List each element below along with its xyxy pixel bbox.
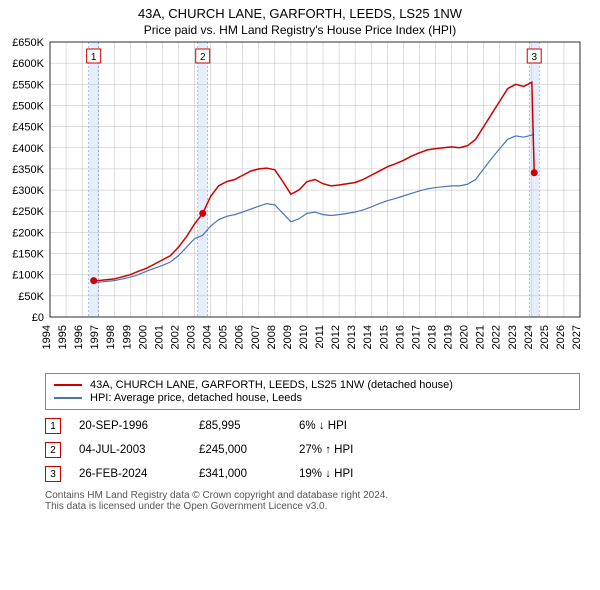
legend: 43A, CHURCH LANE, GARFORTH, LEEDS, LS25 … [45, 373, 580, 410]
footer-attribution: Contains HM Land Registry data © Crown c… [45, 490, 580, 512]
svg-text:£0: £0 [32, 312, 44, 324]
event-date: 20-SEP-1996 [79, 420, 199, 432]
price-chart: £0 £50K £100K £150K £200K £250K £300K £350K £400… [0, 37, 600, 367]
svg-text:2007: 2007 [250, 325, 262, 349]
svg-text:2003: 2003 [186, 325, 198, 349]
event-row: 3 26-FEB-2024£341,00019% ↓ HPI [45, 466, 580, 482]
svg-text:2011: 2011 [314, 325, 326, 349]
event-marker-box: 1 [45, 418, 61, 434]
svg-text:2023: 2023 [507, 325, 519, 349]
legend-label: HPI: Average price, detached house, Leed… [90, 392, 302, 404]
svg-text:2024: 2024 [523, 325, 535, 349]
title-line-2: Price paid vs. HM Land Registry's House … [0, 23, 600, 37]
svg-text:2015: 2015 [378, 325, 390, 349]
svg-text:2019: 2019 [443, 325, 455, 349]
legend-label: 43A, CHURCH LANE, GARFORTH, LEEDS, LS25 … [90, 379, 453, 391]
event-pct: 27% ↑ HPI [299, 444, 389, 456]
event-row: 2 04-JUL-2003£245,00027% ↑ HPI [45, 442, 580, 458]
svg-text:2020: 2020 [459, 325, 471, 349]
svg-text:2025: 2025 [539, 325, 551, 349]
footer-line-2: This data is licensed under the Open Gov… [45, 501, 580, 512]
svg-text:1995: 1995 [57, 325, 69, 349]
event-date: 26-FEB-2024 [79, 468, 199, 480]
svg-text:£150K: £150K [12, 249, 44, 261]
svg-text:1998: 1998 [105, 325, 117, 349]
svg-text:£200K: £200K [12, 227, 44, 239]
svg-text:£50K: £50K [18, 291, 44, 303]
svg-text:2027: 2027 [571, 325, 583, 349]
event-price: £245,000 [199, 444, 299, 456]
event-price: £341,000 [199, 468, 299, 480]
legend-swatch [54, 397, 82, 399]
legend-row: 43A, CHURCH LANE, GARFORTH, LEEDS, LS25 … [54, 379, 571, 391]
event-date: 04-JUL-2003 [79, 444, 199, 456]
svg-text:1994: 1994 [41, 325, 53, 349]
svg-text:£250K: £250K [12, 206, 44, 218]
event-table: 1 20-SEP-1996£85,9956% ↓ HPI 2 04-JUL-2003£… [45, 418, 580, 482]
event-pct: 19% ↓ HPI [299, 468, 389, 480]
svg-text:2002: 2002 [169, 325, 181, 349]
legend-row: HPI: Average price, detached house, Leed… [54, 392, 571, 404]
svg-text:2021: 2021 [475, 325, 487, 349]
event-marker-box: 3 [45, 466, 61, 482]
svg-text:2000: 2000 [137, 325, 149, 349]
chart-area: £0 £50K £100K £150K £200K £250K £300K £350K £400… [0, 37, 600, 367]
svg-text:2010: 2010 [298, 325, 310, 349]
svg-text:2001: 2001 [153, 325, 165, 349]
svg-text:2005: 2005 [218, 325, 230, 349]
svg-text:2017: 2017 [410, 325, 422, 349]
event-price: £85,995 [199, 420, 299, 432]
svg-text:£100K: £100K [12, 270, 44, 282]
svg-text:3: 3 [531, 52, 537, 63]
svg-text:2026: 2026 [555, 325, 567, 349]
event-pct: 6% ↓ HPI [299, 420, 389, 432]
svg-text:£600K: £600K [12, 58, 44, 70]
svg-text:1999: 1999 [121, 325, 133, 349]
svg-text:2016: 2016 [394, 325, 406, 349]
event-marker-box: 2 [45, 442, 61, 458]
svg-text:2012: 2012 [330, 325, 342, 349]
legend-swatch [54, 384, 82, 386]
title-line-1: 43A, CHURCH LANE, GARFORTH, LEEDS, LS25 … [0, 6, 600, 21]
footer-line-1: Contains HM Land Registry data © Crown c… [45, 490, 580, 501]
svg-text:2018: 2018 [426, 325, 438, 349]
chart-titles: 43A, CHURCH LANE, GARFORTH, LEEDS, LS25 … [0, 0, 600, 37]
svg-text:2004: 2004 [202, 325, 214, 349]
svg-text:£650K: £650K [12, 37, 44, 49]
svg-text:£350K: £350K [12, 164, 44, 176]
svg-text:2: 2 [200, 52, 206, 63]
svg-text:£500K: £500K [12, 100, 44, 112]
svg-text:£450K: £450K [12, 122, 44, 134]
svg-text:2008: 2008 [266, 325, 278, 349]
svg-text:2022: 2022 [491, 325, 503, 349]
svg-text:2006: 2006 [234, 325, 246, 349]
svg-text:£400K: £400K [12, 143, 44, 155]
svg-text:1996: 1996 [73, 325, 85, 349]
event-row: 1 20-SEP-1996£85,9956% ↓ HPI [45, 418, 580, 434]
svg-text:2013: 2013 [346, 325, 358, 349]
svg-text:2014: 2014 [362, 325, 374, 349]
svg-text:£300K: £300K [12, 185, 44, 197]
svg-text:£550K: £550K [12, 79, 44, 91]
svg-text:1997: 1997 [89, 325, 101, 349]
svg-text:2009: 2009 [282, 325, 294, 349]
svg-text:1: 1 [91, 52, 97, 63]
